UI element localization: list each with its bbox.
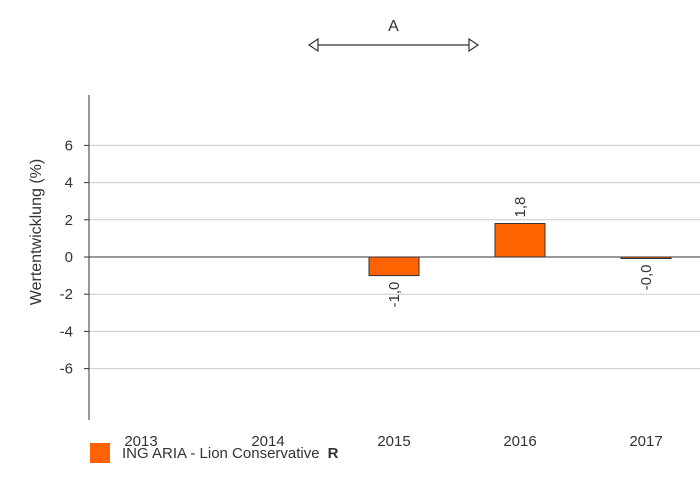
y-tick-label: 4 [65, 175, 73, 192]
x-tick-label: 2016 [503, 433, 536, 450]
arrow-right-icon [468, 37, 480, 53]
bar [494, 223, 546, 258]
legend-swatch [90, 443, 110, 463]
data-labels: -1,0 1,8 -0,0 [386, 197, 655, 308]
bars-group [368, 223, 672, 277]
bar [368, 256, 420, 277]
legend-label: ING ARIA - Lion Conservative [122, 444, 320, 462]
data-label: -1,0 [386, 282, 403, 308]
y-tick-label: 0 [65, 249, 73, 266]
gridlines [84, 144, 700, 370]
legend: ING ARIA - Lion Conservative R [90, 443, 338, 463]
x-tick-labels: 2013 2014 2015 2016 2017 [124, 433, 662, 450]
arrow-left-icon [307, 37, 319, 53]
y-tick-label: -4 [60, 323, 73, 340]
data-label: 1,8 [512, 197, 529, 218]
x-tick-label: 2014 [251, 433, 284, 450]
y-tick-label: 6 [65, 137, 73, 154]
y-tick-label: -2 [60, 286, 73, 303]
y-tick-label: -6 [60, 361, 73, 378]
annotation-label: A [388, 18, 399, 35]
y-axis-label: Wertentwicklung (%) [28, 159, 45, 305]
data-label: -0,0 [638, 265, 655, 291]
x-tick-label: 2015 [377, 433, 410, 450]
x-tick-label: 2017 [629, 433, 662, 450]
legend-code: R [327, 444, 339, 462]
y-tick-label: 2 [65, 212, 73, 229]
axes-group [88, 95, 700, 420]
x-tick-label: 2013 [124, 433, 157, 450]
y-tick-labels: 6 4 2 0 -2 -4 -6 [60, 137, 73, 377]
period-annotation: A [307, 18, 480, 53]
